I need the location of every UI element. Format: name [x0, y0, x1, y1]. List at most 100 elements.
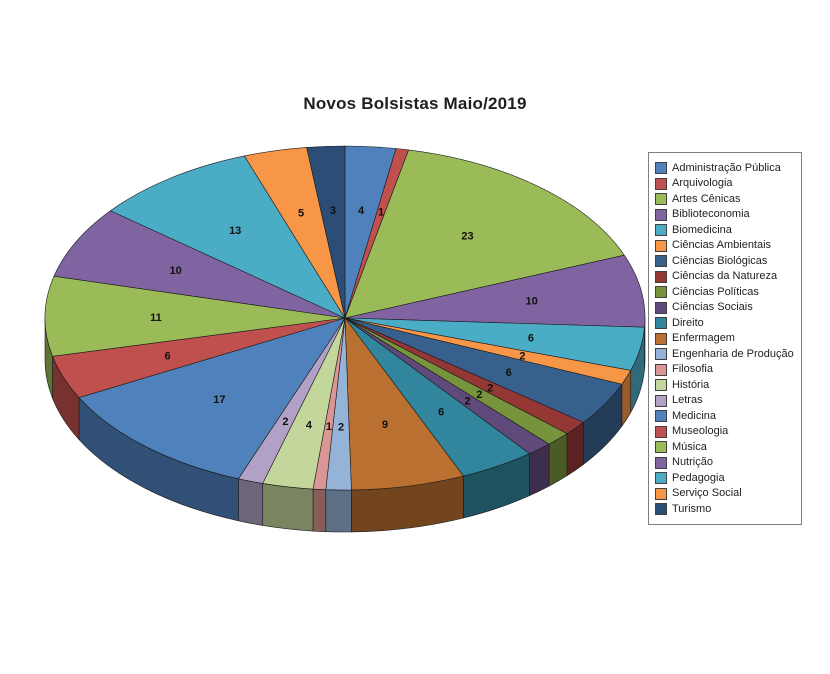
- data-label-11: 9: [382, 419, 388, 431]
- legend-swatch: [655, 239, 667, 252]
- legend-item: Nutrição: [655, 456, 794, 469]
- legend-item: Administração Pública: [655, 162, 794, 175]
- pie-slice-3: [344, 254, 646, 328]
- legend-item: Engenharia de Produção: [655, 348, 794, 361]
- data-label-5: 2: [519, 350, 525, 362]
- legend-item: Música: [655, 441, 794, 454]
- pie-slice-22: [306, 145, 346, 319]
- legend-label: Ciências da Natureza: [672, 270, 778, 282]
- pie-slice-2: [344, 149, 625, 319]
- legend-swatch: [655, 270, 667, 283]
- legend-swatch: [655, 363, 667, 376]
- pie-slice-18: [44, 275, 346, 357]
- legend-swatch: [655, 472, 667, 484]
- legend-item: Serviço Social: [655, 487, 794, 500]
- legend-swatch: [655, 456, 667, 469]
- legend-swatch: [655, 193, 667, 205]
- legend-label: Filosofia: [672, 363, 713, 375]
- legend-swatch: [655, 487, 667, 500]
- data-label-13: 1: [326, 421, 332, 433]
- legend-item: Biblioteconomia: [655, 208, 794, 221]
- legend-label: Ciências Sociais: [672, 301, 753, 313]
- legend-swatch: [655, 441, 667, 453]
- data-label-12: 2: [338, 421, 344, 433]
- legend-item: Ciências Biológicas: [655, 255, 794, 268]
- legend-swatch: [655, 255, 667, 267]
- data-label-16: 17: [213, 394, 225, 406]
- legend-swatch: [655, 208, 667, 221]
- legend-label: Enfermagem: [672, 332, 735, 344]
- legend-item: Turismo: [655, 503, 794, 516]
- legend-label: Direito: [672, 316, 704, 329]
- legend-item: Ciências Sociais: [655, 301, 794, 314]
- legend-swatch: [655, 162, 667, 174]
- legend-item: Letras: [655, 394, 794, 407]
- legend-label: Ciências Ambientais: [672, 239, 772, 251]
- legend-label: Ciências Políticas: [672, 285, 759, 298]
- data-label-21: 5: [298, 208, 304, 220]
- legend-label: Administração Pública: [672, 161, 781, 174]
- data-label-7: 2: [487, 382, 493, 394]
- legend-label: Artes Cênicas: [672, 192, 741, 205]
- legend-label: Letras: [672, 394, 703, 406]
- pie-slice-20: [110, 155, 346, 319]
- legend-item: Filosofia: [655, 363, 794, 376]
- legend-swatch: [655, 394, 667, 407]
- legend-item: Ciências Políticas: [655, 286, 794, 299]
- legend-label: Ciências Biológicas: [672, 254, 768, 267]
- legend-swatch: [655, 332, 667, 345]
- data-label-8: 2: [476, 389, 482, 401]
- legend-swatch: [655, 224, 667, 236]
- data-label-1: 1: [378, 207, 384, 219]
- legend-item: Arquivologia: [655, 177, 794, 190]
- pie-slice-16: [78, 317, 346, 480]
- legend-item: Museologia: [655, 425, 794, 438]
- legend-item: Direito: [655, 317, 794, 330]
- data-label-19: 10: [169, 265, 181, 277]
- legend-label: Serviço Social: [672, 487, 742, 499]
- pie-slice-side-14: [262, 483, 314, 532]
- chart-title: Novos Bolsistas Maio/2019: [303, 94, 527, 113]
- pie-slice-side-15: [238, 478, 264, 526]
- legend-item: Biomedicina: [655, 224, 794, 237]
- data-label-20: 13: [229, 225, 241, 237]
- legend-item: Medicina: [655, 410, 794, 423]
- legend-swatch: [655, 348, 667, 360]
- legend-label: Nutrição: [672, 456, 713, 468]
- data-label-2: 23: [461, 231, 473, 243]
- data-label-10: 6: [438, 406, 444, 418]
- data-label-14: 4: [306, 419, 313, 431]
- data-label-3: 10: [525, 296, 537, 308]
- pie-slice-side-13: [312, 488, 327, 532]
- legend-swatch: [655, 503, 667, 515]
- legend-swatch: [655, 301, 667, 314]
- legend-label: Engenharia de Produção: [672, 347, 794, 360]
- legend-label: Turismo: [672, 502, 712, 515]
- legend-item: Ciências Ambientais: [655, 239, 794, 252]
- legend-box: Administração Pública Arquivologia Artes C…: [648, 152, 802, 525]
- data-label-17: 6: [165, 350, 171, 362]
- legend-swatch: [655, 177, 667, 190]
- data-label-6: 6: [506, 367, 512, 379]
- legend-item: História: [655, 379, 794, 392]
- legend-swatch: [655, 425, 667, 438]
- data-label-15: 2: [282, 416, 288, 428]
- legend-item: Enfermagem: [655, 332, 794, 345]
- legend-swatch: [655, 286, 667, 298]
- legend-item: Artes Cênicas: [655, 193, 794, 206]
- data-label-4: 6: [528, 333, 534, 345]
- legend-label: Museologia: [672, 425, 729, 437]
- legend-item: Ciências da Natureza: [655, 270, 794, 283]
- legend-label: Biomedicina: [672, 223, 732, 236]
- data-label-9: 2: [464, 396, 470, 408]
- legend-label: Biblioteconomia: [672, 208, 750, 220]
- legend-swatch: [655, 317, 667, 329]
- legend-label: Arquivologia: [672, 177, 733, 189]
- pie-slice-side-12: [325, 489, 352, 533]
- pie-slice-19: [53, 210, 346, 319]
- legend-label: Medicina: [672, 409, 717, 422]
- legend-item: Pedagogia: [655, 472, 794, 485]
- legend-swatch: [655, 379, 667, 391]
